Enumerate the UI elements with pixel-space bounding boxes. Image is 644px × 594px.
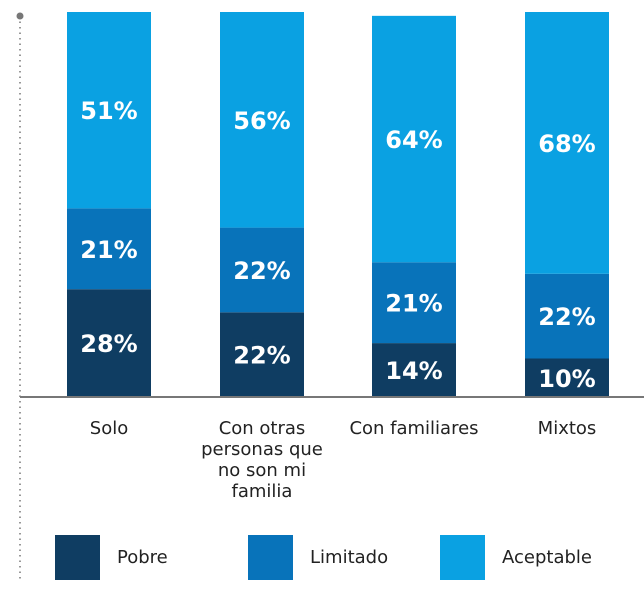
value-label: 10%	[538, 365, 595, 393]
value-label: 21%	[385, 290, 442, 318]
legend-label: Limitado	[310, 547, 388, 568]
value-label: 14%	[385, 357, 442, 385]
bar-segment	[220, 227, 304, 313]
bar-segment	[525, 12, 609, 274]
legend-swatch	[55, 535, 100, 580]
legend-label: Aceptable	[502, 547, 592, 568]
bar-segment	[525, 358, 609, 397]
legend-swatch	[248, 535, 293, 580]
x-tick-label: Con otras personas que no son mi familia	[201, 418, 323, 502]
value-label: 56%	[233, 107, 290, 135]
value-label: 22%	[233, 342, 290, 370]
legend-swatch	[440, 535, 485, 580]
legend-label: Pobre	[117, 547, 168, 568]
axis-dot	[16, 12, 24, 20]
bar-segment	[67, 289, 151, 397]
x-tick-label: Solo	[89, 418, 129, 439]
value-label: 68%	[538, 130, 595, 158]
value-label: 22%	[538, 303, 595, 331]
bar-segment	[372, 343, 456, 397]
value-label: 28%	[80, 330, 137, 358]
x-tick-label: Con familiares	[349, 418, 479, 439]
value-label: 22%	[233, 257, 290, 285]
bar-segment	[67, 12, 151, 209]
bar-segment	[525, 273, 609, 359]
value-label: 21%	[80, 236, 137, 264]
bar-segment	[67, 208, 151, 290]
bar-segment	[372, 15, 456, 263]
bar-segment	[372, 262, 456, 344]
x-tick-label: Mixtos	[537, 418, 597, 439]
value-label: 51%	[80, 97, 137, 125]
value-label: 64%	[385, 126, 442, 154]
bar-segment	[220, 312, 304, 397]
bar-segment	[220, 12, 304, 228]
